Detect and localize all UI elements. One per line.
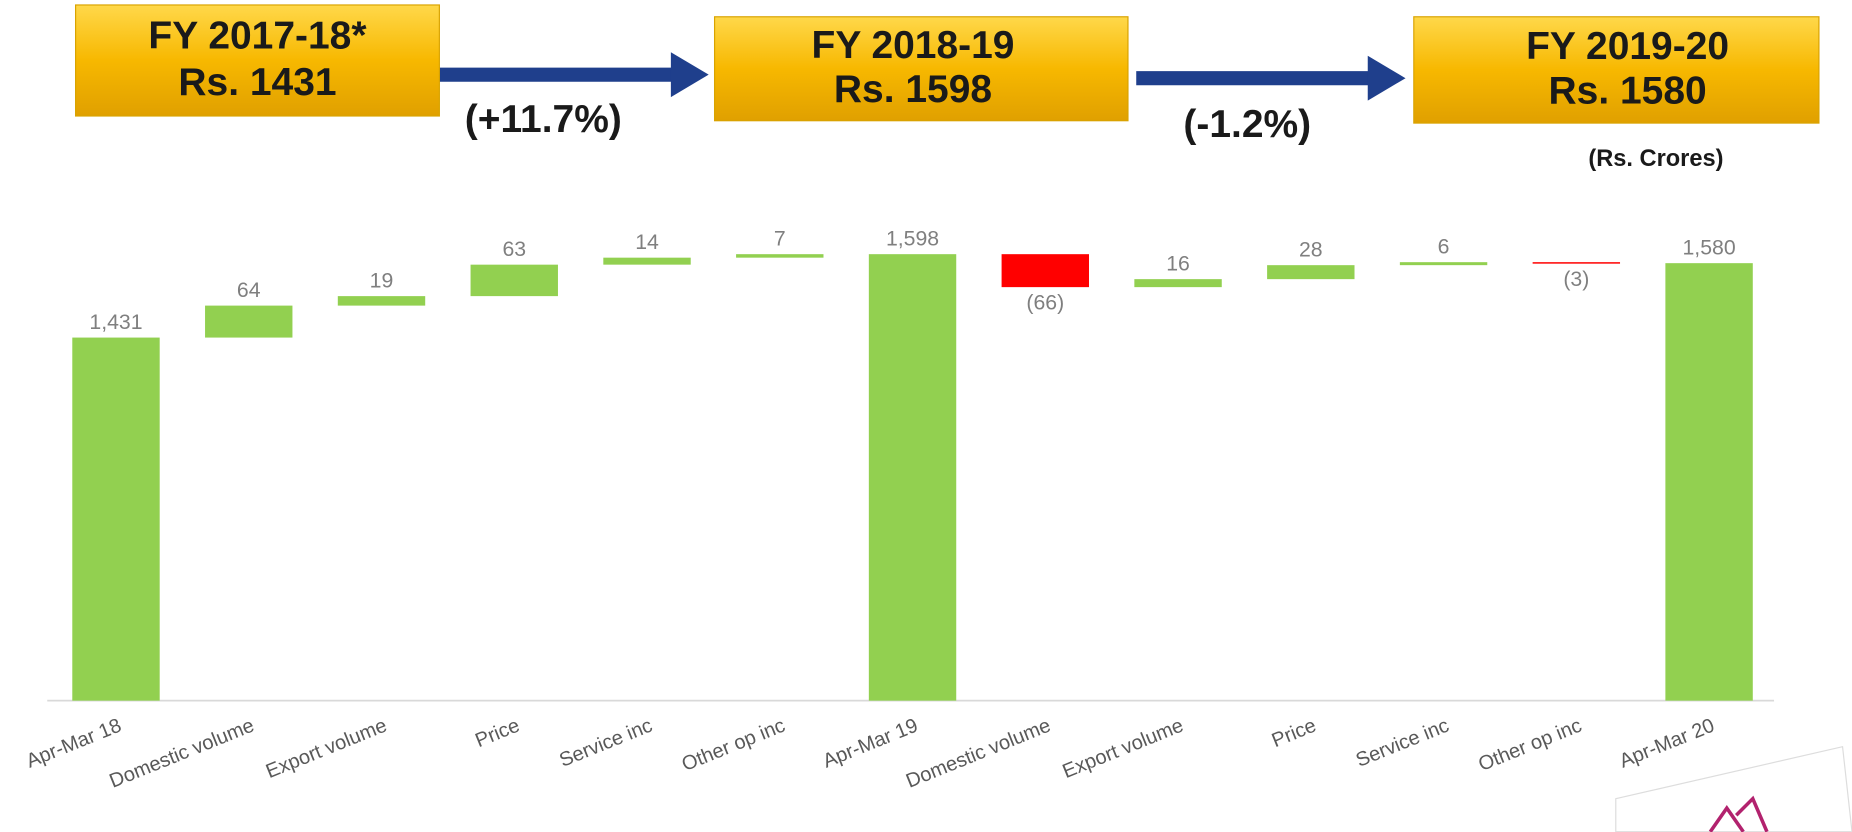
- header-text: Rs. 1580: [1549, 70, 1707, 113]
- x-tick-label: Other op inc: [1475, 715, 1585, 776]
- x-tick-label: Export volume: [263, 715, 390, 783]
- bar: [1399, 262, 1488, 266]
- logo-mark: [1708, 795, 1769, 832]
- value-label: 1,431: [89, 310, 142, 334]
- value-label: 19: [370, 269, 394, 293]
- bar: [337, 296, 426, 306]
- value-label: 1,598: [886, 227, 939, 251]
- value-label: 6: [1438, 235, 1450, 259]
- bar: [868, 254, 957, 701]
- x-tick-label: Apr-Mar 18: [23, 715, 124, 773]
- x-tick-label: Service inc: [1353, 715, 1452, 772]
- arrows: [439, 52, 1406, 101]
- header-text: Rs. 1598: [834, 68, 992, 111]
- bar: [1665, 263, 1753, 701]
- change-label: (+11.7%): [465, 98, 622, 141]
- change-label: (-1.2%): [1183, 103, 1311, 146]
- value-label: 1,580: [1682, 236, 1735, 260]
- header-box: [713, 16, 1129, 122]
- x-tick-label: Domestic volume: [106, 715, 257, 793]
- unit-label: (Rs. Crores): [1588, 146, 1723, 172]
- value-label: 63: [502, 237, 526, 261]
- header-text: FY 2019-20: [1526, 25, 1729, 68]
- x-tick-label: Service inc: [556, 715, 655, 772]
- x-tick-label: Price: [472, 715, 523, 753]
- x-tick-label: Apr-Mar 20: [1616, 715, 1717, 773]
- x-tick-label: Apr-Mar 19: [820, 715, 921, 773]
- bar: [1267, 265, 1355, 280]
- x-tick-label: Domestic volume: [903, 715, 1054, 793]
- bar: [603, 257, 691, 265]
- header-text: FY 2017-18*: [148, 15, 367, 58]
- value-label: (3): [1563, 267, 1589, 291]
- bar: [470, 264, 558, 297]
- bar: [1001, 254, 1089, 288]
- x-tick-label: Export volume: [1059, 715, 1186, 783]
- bar: [736, 254, 824, 258]
- value-label: 16: [1166, 252, 1190, 276]
- bar: [205, 305, 293, 338]
- bar: [1134, 279, 1222, 288]
- x-tick-label: Other op inc: [679, 715, 789, 776]
- header-box: [1413, 16, 1820, 124]
- value-label: 7: [774, 227, 786, 251]
- header-text: Rs. 1431: [178, 61, 336, 104]
- header-text: FY 2018-19: [812, 24, 1015, 67]
- arrow-head: [1367, 55, 1406, 101]
- value-label: 64: [237, 278, 261, 302]
- value-label: (66): [1026, 290, 1064, 314]
- value-label: 14: [635, 230, 659, 254]
- arrow-head: [670, 52, 709, 98]
- x-tick-label: Price: [1269, 715, 1320, 753]
- bar: [1532, 262, 1621, 264]
- value-label: 28: [1299, 238, 1323, 262]
- header-box: [75, 4, 440, 117]
- bar: [72, 337, 160, 701]
